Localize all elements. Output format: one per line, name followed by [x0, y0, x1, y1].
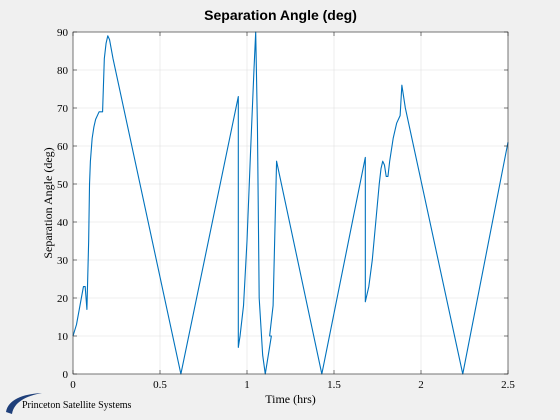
series-layer	[72, 31, 509, 375]
plot-area	[73, 32, 508, 374]
chart-title: Separation Angle (deg)	[204, 7, 357, 23]
y-tick-label: 0	[63, 369, 69, 381]
y-tick-label: 90	[57, 27, 69, 39]
y-axis-label: Separation Angle (deg)	[41, 147, 55, 258]
y-tick-label: 70	[57, 103, 69, 115]
x-tick-label: 1.5	[327, 379, 341, 391]
x-tick-label: 2.5	[501, 379, 515, 391]
ticks: 0 0.5 1 1.5 2 2.5 0 10 20 30 40 50 60 70 80 90	[57, 27, 515, 391]
x-tick-label: 0	[70, 379, 76, 391]
x-tick-label: 2	[418, 379, 424, 391]
y-tick-label: 50	[57, 179, 69, 191]
y-tick-label: 10	[57, 331, 69, 343]
logo-text: Princeton Satellite Systems	[22, 400, 132, 411]
y-tick-label: 30	[57, 255, 69, 267]
logo-swoosh-icon	[6, 393, 42, 414]
plot-frame	[72, 31, 509, 375]
y-tick-label: 80	[57, 65, 69, 77]
y-tick-label: 60	[57, 141, 69, 153]
y-tick-label: 40	[57, 217, 69, 229]
princeton-satellite-systems-logo: Princeton Satellite Systems	[4, 388, 164, 416]
series-line	[72, 31, 509, 375]
y-tick-label: 20	[57, 293, 69, 305]
x-axis-label: Time (hrs)	[265, 392, 316, 406]
x-tick-label: 1	[244, 379, 250, 391]
x-tick-label: 0.5	[153, 379, 167, 391]
